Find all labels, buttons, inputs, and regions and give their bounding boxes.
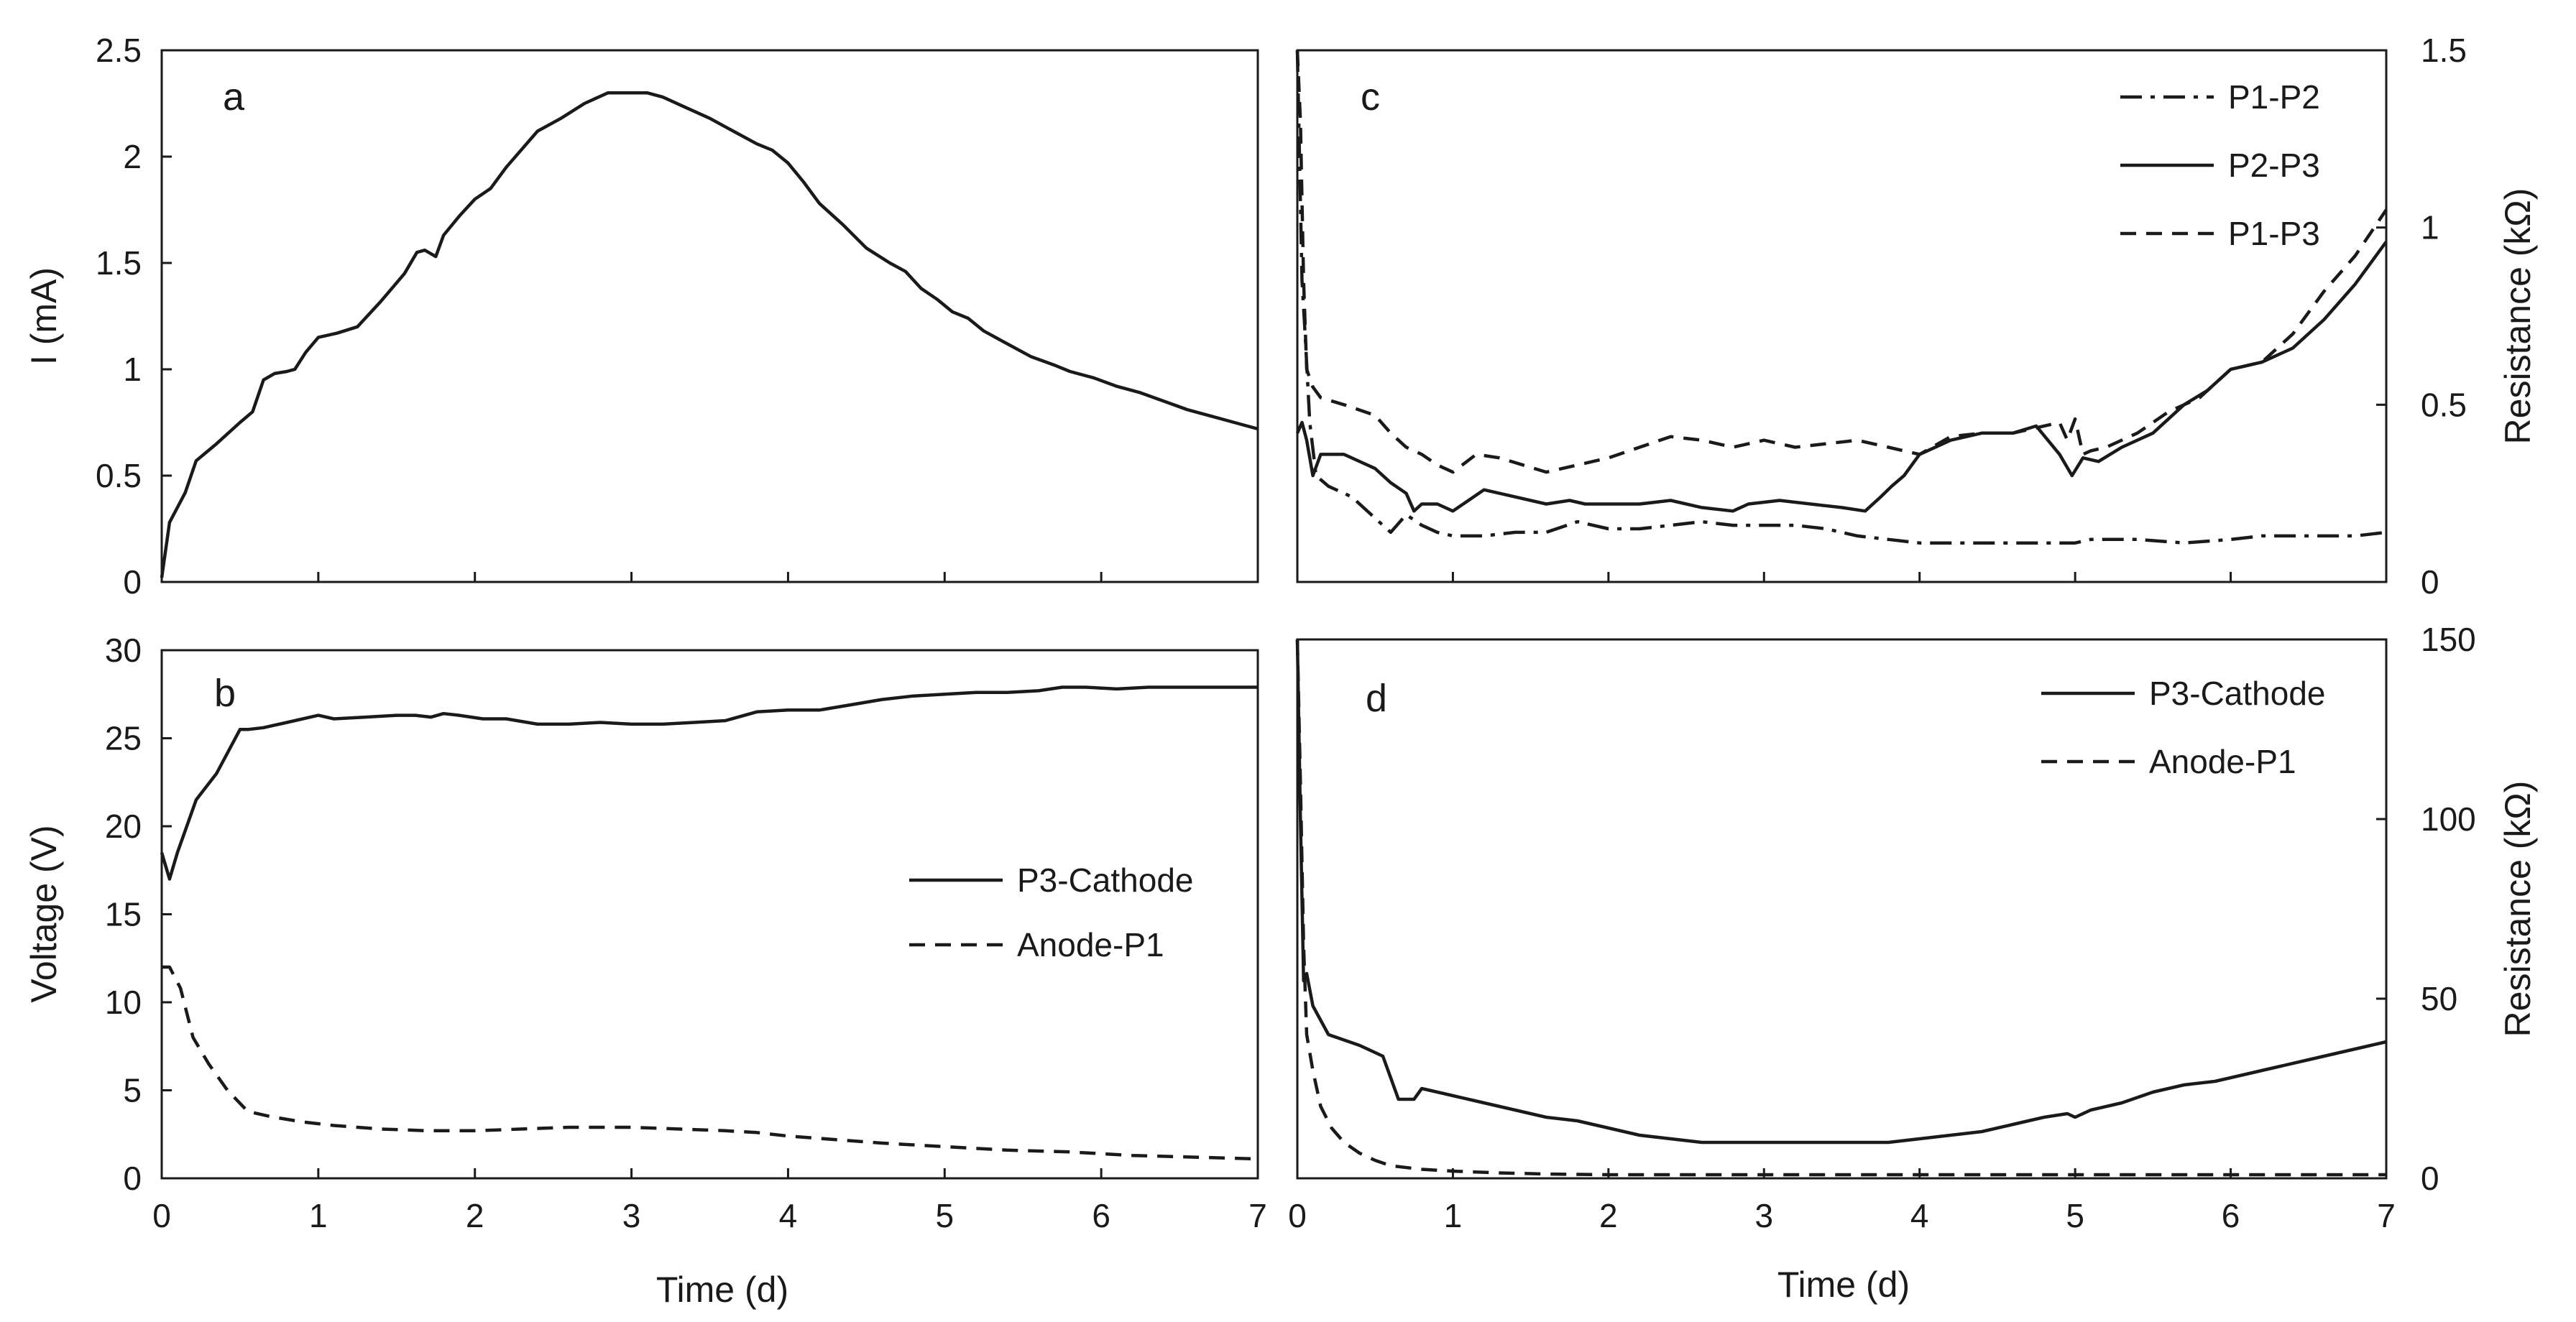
panel-b-letter: b [214, 672, 236, 715]
y-tick-label: 5 [123, 1072, 142, 1109]
legend-label: P1-P3 [2228, 215, 2320, 252]
x-tick-label: 0 [1288, 1197, 1307, 1234]
x-tick-label: 1 [309, 1197, 328, 1234]
y-tick-label: 50 [2421, 980, 2457, 1017]
x-tick-label: 1 [1444, 1197, 1463, 1234]
panel-d: d Resistance (kΩ) Time (d) 0 1 2 3 4 5 6 705010… [1288, 621, 2538, 1305]
legend-label: P3-Cathode [2149, 675, 2326, 712]
y-tick-label: 0.5 [96, 457, 142, 494]
x-tick-label: 6 [2222, 1197, 2240, 1234]
y-tick-label: 25 [105, 720, 142, 757]
legend-label: Anode-P1 [1017, 926, 1164, 963]
series-line-p2-p3 [1295, 241, 2388, 513]
panel-a-letter: a [223, 75, 245, 119]
x-tick-label: 3 [1754, 1197, 1773, 1234]
x-tick-label: 5 [935, 1197, 954, 1234]
panel-d-letter: d [1366, 677, 1387, 720]
y-tick-label: 30 [105, 632, 142, 669]
y-tick-label: 1 [2421, 209, 2439, 246]
y-tick-label: 150 [2421, 621, 2476, 658]
panel-c: c Resistance (kΩ) 0 0.5 1 1.5 P1-P2 P2-P3 P1-P… [1295, 32, 2538, 601]
x-tick-label: 6 [1092, 1197, 1110, 1234]
series-line-p3-cathode [160, 685, 1258, 881]
x-tick-label: 0 [152, 1197, 171, 1234]
series-line-p1-p2 [1295, 50, 2387, 545]
panel-d-ylabel: Resistance (kΩ) [2498, 781, 2538, 1037]
y-tick-label: 10 [105, 984, 142, 1021]
x-tick-label: 7 [2377, 1197, 2396, 1234]
series-line-p1-p3 [1295, 50, 2388, 474]
y-tick-label: 0 [2421, 563, 2439, 601]
legend-label: Anode-P1 [2149, 743, 2296, 780]
x-tick-label: 2 [466, 1197, 484, 1234]
y-tick-label: 0 [123, 1160, 142, 1197]
y-tick-label: 100 [2421, 800, 2476, 838]
x-tick-label: 2 [1599, 1197, 1618, 1234]
series-line-anode-p1 [1295, 639, 2386, 1177]
panel-b-xlabel: Time (d) [656, 1270, 788, 1310]
series-line-p3-cathode [1295, 639, 2387, 1145]
legend-label: P2-P3 [2228, 147, 2320, 184]
legend-label: P1-P2 [2228, 78, 2320, 116]
panel-c-frame [1296, 49, 2388, 583]
x-tick-label: 3 [622, 1197, 641, 1234]
y-tick-label: 2.5 [96, 32, 142, 69]
panel-c-ylabel: Resistance (kΩ) [2498, 188, 2538, 445]
y-tick-label: 0.5 [2421, 386, 2467, 423]
legend-label: P3-Cathode [1017, 861, 1194, 899]
y-tick-label: 1.5 [96, 244, 142, 282]
x-tick-label: 5 [2066, 1197, 2084, 1234]
series-line-i [160, 91, 1259, 578]
x-tick-label: 7 [1248, 1197, 1267, 1234]
panel-b-ylabel: Voltage (V) [24, 825, 64, 1002]
y-tick-label: 0 [123, 563, 142, 601]
panel-c-letter: c [1361, 75, 1380, 119]
panel-a: a I (mA) 0 0.5 1 1.5 2 2.5 [24, 32, 1259, 601]
y-tick-label: 20 [105, 808, 142, 845]
y-tick-label: 2 [123, 138, 142, 175]
x-tick-label: 4 [779, 1197, 798, 1234]
panel-d-frame [1296, 638, 2388, 1180]
series-line-anode-p1 [162, 965, 1259, 1161]
panel-a-ylabel: I (mA) [24, 267, 64, 365]
panel-d-xlabel: Time (d) [1777, 1265, 1910, 1305]
y-tick-label: 1.5 [2421, 32, 2467, 69]
y-tick-label: 15 [105, 896, 142, 933]
y-tick-label: 0 [2421, 1160, 2439, 1197]
panel-b: b Voltage (V) Time (d) 0 1 2 3 4 5 6 7 0 5 10 15 20 2… [24, 632, 1267, 1310]
x-tick-label: 4 [1910, 1197, 1929, 1234]
panel-a-frame [160, 49, 1259, 583]
y-tick-label: 1 [123, 351, 142, 388]
